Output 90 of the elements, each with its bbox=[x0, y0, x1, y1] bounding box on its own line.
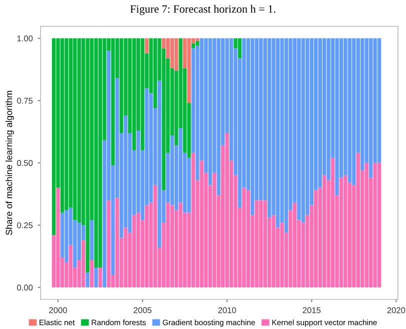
bar bbox=[136, 212, 140, 288]
bar bbox=[330, 158, 335, 288]
bar bbox=[132, 38, 136, 150]
y-tick-label: 0.00 bbox=[17, 284, 33, 291]
bar bbox=[373, 162, 377, 288]
bar bbox=[263, 200, 268, 288]
bar bbox=[174, 38, 178, 71]
bar bbox=[64, 210, 68, 263]
bar bbox=[318, 38, 322, 188]
bar bbox=[259, 38, 263, 200]
bar bbox=[339, 178, 344, 288]
bar bbox=[326, 38, 330, 180]
bar bbox=[314, 190, 318, 288]
bar bbox=[246, 190, 250, 288]
bar bbox=[98, 38, 102, 268]
bar bbox=[344, 175, 348, 288]
bar bbox=[360, 38, 364, 170]
bar bbox=[77, 38, 82, 223]
bar bbox=[153, 185, 158, 288]
bar bbox=[86, 38, 90, 272]
bar bbox=[297, 38, 301, 220]
bar bbox=[94, 38, 98, 268]
bar bbox=[98, 268, 102, 288]
x-tick-label: 2020 bbox=[387, 307, 406, 314]
bar bbox=[166, 202, 170, 288]
bar bbox=[106, 200, 111, 288]
x-tick-label: 2015 bbox=[302, 307, 321, 314]
bar bbox=[212, 172, 216, 288]
bar bbox=[280, 222, 284, 288]
bar bbox=[238, 38, 242, 58]
bar bbox=[377, 162, 382, 288]
bar bbox=[86, 272, 90, 288]
bar bbox=[272, 215, 276, 288]
x-tick-label: 2005 bbox=[134, 307, 152, 314]
y-axis-title: Share of machine learning algorithm bbox=[6, 90, 14, 235]
bar bbox=[377, 38, 382, 163]
bar bbox=[322, 175, 326, 288]
bar bbox=[284, 38, 288, 233]
bar bbox=[144, 38, 149, 54]
bar bbox=[364, 162, 368, 288]
bar bbox=[200, 160, 204, 288]
bar bbox=[254, 200, 259, 288]
bar bbox=[60, 38, 64, 213]
bar bbox=[225, 132, 229, 288]
bar bbox=[352, 38, 356, 186]
bar bbox=[170, 38, 174, 68]
bar bbox=[178, 202, 182, 288]
y-tick-label: 0.75 bbox=[17, 98, 33, 104]
bar bbox=[348, 38, 352, 183]
bar bbox=[292, 202, 297, 288]
bar bbox=[94, 268, 98, 288]
bar bbox=[301, 38, 306, 223]
bar bbox=[276, 38, 280, 228]
bar bbox=[52, 38, 56, 236]
bar bbox=[216, 38, 221, 196]
bar bbox=[90, 260, 94, 288]
bar bbox=[132, 215, 136, 288]
bar bbox=[170, 205, 174, 288]
bar bbox=[144, 205, 149, 288]
bar bbox=[73, 38, 77, 220]
bar bbox=[191, 152, 196, 288]
bar bbox=[250, 38, 254, 216]
chart-title: Figure 7: Forecast horizon h = 1. bbox=[130, 4, 276, 16]
bar bbox=[111, 38, 115, 166]
bar bbox=[268, 38, 272, 218]
bar bbox=[208, 38, 212, 186]
bar bbox=[124, 228, 128, 288]
y-tick-label: 0.25 bbox=[17, 222, 33, 228]
bar bbox=[242, 188, 246, 288]
bar bbox=[187, 38, 191, 104]
bar bbox=[368, 38, 373, 178]
x-tick-label: 2000 bbox=[49, 307, 67, 314]
bar bbox=[335, 38, 339, 196]
bar bbox=[90, 220, 94, 260]
bar bbox=[356, 152, 360, 288]
bar bbox=[120, 38, 124, 133]
bar bbox=[56, 188, 60, 288]
y-tick-label: 1.00 bbox=[17, 35, 33, 42]
bar bbox=[259, 200, 263, 288]
y-tick-label: 0.50 bbox=[17, 160, 33, 166]
bar bbox=[115, 198, 120, 288]
bar bbox=[196, 38, 200, 41]
bar bbox=[82, 240, 86, 288]
bar bbox=[196, 40, 200, 46]
bar bbox=[68, 245, 73, 288]
bar bbox=[140, 38, 144, 150]
bar bbox=[64, 38, 68, 210]
x-tick-label: 2010 bbox=[218, 307, 236, 314]
bar bbox=[158, 80, 162, 248]
bar bbox=[153, 38, 158, 108]
